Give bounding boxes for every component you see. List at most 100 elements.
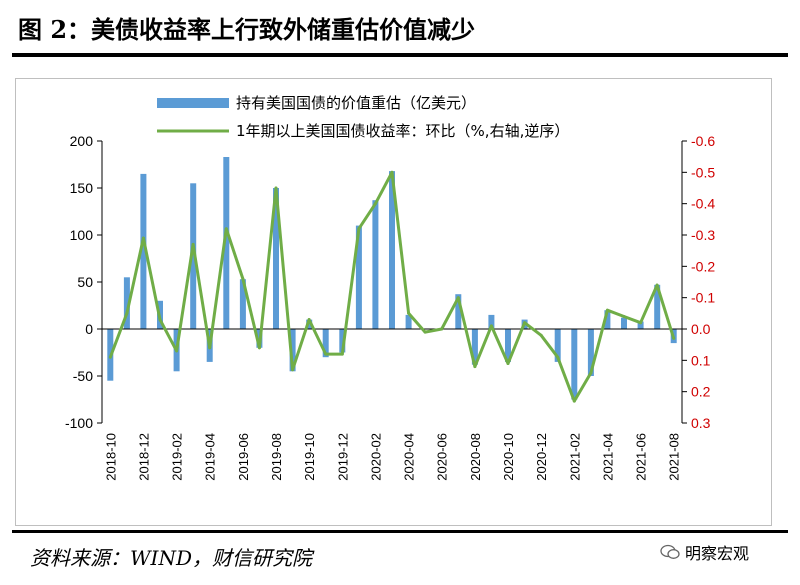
x-tick-label: 2019-08 [269,433,284,481]
bar-2020-08 [471,329,478,365]
bar-2021-02 [571,329,578,400]
line-point-2021-02 [572,399,576,403]
left-tick-label: 50 [77,274,93,290]
bar-2020-09 [488,314,495,329]
right-tick-label: -0.2 [691,258,715,274]
left-tick-label: 100 [70,227,94,243]
x-tick-label: 2018-12 [136,433,151,481]
x-tick-label: 2020-10 [501,433,516,481]
line-point-2021-03 [589,371,593,375]
bar-2019-11 [322,329,329,358]
x-tick-label: 2021-06 [634,433,649,481]
bar-2021-01 [554,329,561,362]
x-tick-label: 2020-02 [368,433,383,481]
line-point-2020-06 [440,327,444,331]
line-point-2020-01 [357,227,361,231]
bar-2021-03 [587,329,594,376]
watermark: 明察宏观 [660,540,749,564]
line-point-2019-08 [274,186,278,190]
bar-2020-07 [455,294,462,329]
line-point-2020-04 [407,311,411,315]
line-point-2019-12 [340,352,344,356]
line-point-2020-05 [423,330,427,334]
chart-frame [15,78,772,526]
bar-2020-01 [355,225,362,329]
left-tick-label: 150 [70,180,94,196]
watermark-text: 明察宏观 [685,544,750,563]
line-point-2019-01 [158,318,162,322]
legend-bar-swatch [157,98,229,108]
line-point-2020-11 [523,321,527,325]
right-tick-label: 0.1 [691,352,711,368]
right-tick-label: -0.5 [691,164,715,180]
right-tick-label: -0.3 [691,227,715,243]
yield-line-points [108,170,676,403]
line-point-2021-05 [622,315,626,318]
top-rule [12,53,788,57]
line-point-2021-04 [605,308,609,312]
line-point-2019-05 [224,227,228,231]
bar-2021-05 [621,317,627,329]
line-point-2019-10 [307,318,311,322]
bar-2018-12 [140,173,147,329]
line-point-2018-11 [125,311,129,315]
x-tick-label: 2018-10 [103,433,118,481]
figure-title: 图 2：美债收益率上行致外储重估价值减少 [18,15,476,44]
legend-bar-label: 持有美国国债的价值重估（亿美元） [236,94,476,112]
bar-2020-03 [389,171,395,329]
line-point-2020-12 [539,333,543,337]
line-point-2019-06 [241,277,245,281]
line-point-2021-01 [556,355,560,359]
bar-2021-07 [654,284,661,329]
line-point-2021-06 [639,321,643,325]
source-note: 资料来源：WIND，财信研究院 [30,546,312,570]
line-point-2018-10 [108,355,112,359]
x-tick-label: 2021-04 [600,433,615,481]
x-tick-label: 2019-10 [302,433,317,481]
axis-ticks: -100 -50 0 50 100 150 200 0.3 0.2 0.1 0.0 -0.1 -0.2 -… [65,133,715,481]
bar-2019-06 [239,279,246,329]
x-tick-label: 2019-06 [236,433,251,481]
right-tick-label: 0.0 [691,321,711,337]
x-tick-label: 2021-02 [567,433,582,481]
legend-line-label: 1年期以上美国国债收益率：环比（%,右轴,逆序） [236,122,569,140]
line-point-2019-07 [257,346,261,350]
x-tick-label: 2020-12 [534,433,549,481]
right-tick-label: -0.6 [691,133,715,149]
line-point-2019-11 [324,352,328,356]
line-point-2020-08 [473,365,477,369]
line-point-2021-07 [655,283,659,287]
bar-2021-06 [637,321,644,329]
legend: 持有美国国债的价值重估（亿美元） 1年期以上美国国债收益率：环比（%,右轴,逆序… [157,94,569,140]
line-point-2019-04 [208,346,212,350]
bar-2018-11 [123,277,130,329]
chat-bubble-icon [660,544,680,559]
bar-2019-08 [273,188,279,329]
left-tick-label: -100 [65,415,93,431]
right-tick-label: 0.3 [691,415,711,431]
line-point-2018-12 [141,236,145,240]
bar-2019-03 [190,183,197,329]
line-point-2019-03 [191,242,195,246]
x-tick-label: 2020-04 [402,433,417,481]
bar-2020-02 [372,200,379,329]
bar-2019-05 [223,157,230,329]
bottom-rule [12,530,788,533]
bar-2019-10 [306,319,313,329]
line-point-2019-02 [175,349,179,353]
x-tick-label: 2019-02 [170,433,185,481]
line-point-2020-02 [373,202,377,206]
right-tick-label: -0.1 [691,290,715,306]
left-tick-label: -50 [73,368,93,384]
bar-2020-04 [405,314,412,329]
x-tick-label: 2019-04 [203,433,218,481]
line-point-2020-07 [456,296,460,300]
bar-2019-09 [289,329,296,372]
bar-2019-12 [339,329,346,353]
x-tick-label: 2020-06 [435,433,450,481]
line-point-2020-03 [390,170,394,174]
bar-series [107,157,677,400]
right-tick-label: 0.2 [691,384,711,400]
left-tick-label: 200 [70,133,94,149]
